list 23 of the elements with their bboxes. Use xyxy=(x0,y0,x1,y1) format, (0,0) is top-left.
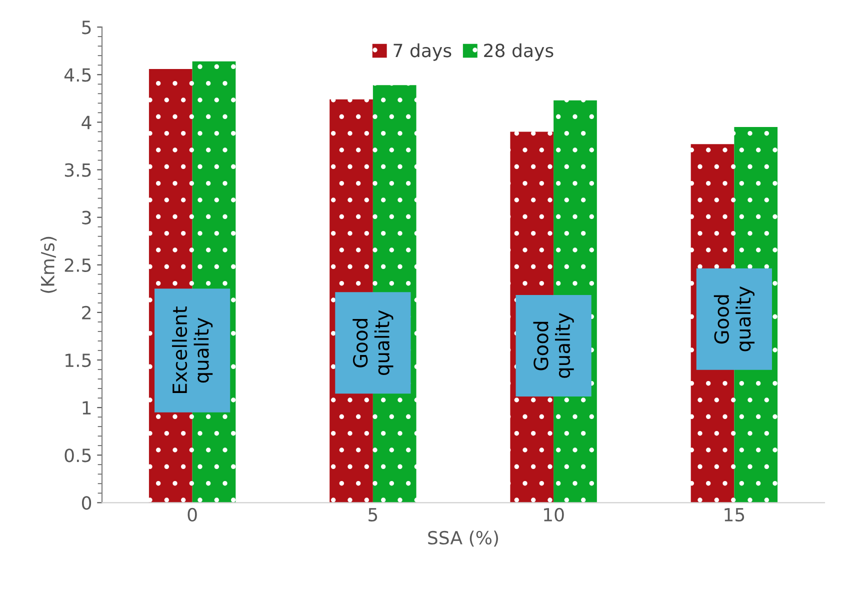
annotation: Good quality xyxy=(533,313,574,378)
y-tick-label: 4 xyxy=(82,116,92,130)
y-axis-title: (Km/s) xyxy=(40,236,57,293)
x-tick-label: 0 xyxy=(188,508,197,522)
legend-label: 7 days xyxy=(394,43,452,61)
y-tick-label: 1.5 xyxy=(66,354,91,368)
y-tick-label: 1 xyxy=(82,401,91,414)
y-tick-label: 0.5 xyxy=(64,448,91,462)
y-tick-label: 3.5 xyxy=(64,163,91,177)
x-tick-label: 15 xyxy=(724,508,744,522)
y-tick-label: 4.5 xyxy=(64,68,91,82)
y-tick-label: 2 xyxy=(82,306,90,320)
legend-label: 28 days xyxy=(484,43,554,61)
annotation: Good quality xyxy=(714,286,754,352)
y-tick-label: 0 xyxy=(82,496,92,510)
x-axis-title: SSA (%) xyxy=(428,530,498,547)
y-tick-label: 3 xyxy=(82,210,91,224)
y-tick-label: 5 xyxy=(82,20,91,34)
x-tick-label: 5 xyxy=(368,508,378,522)
annotation: Good quality xyxy=(352,310,394,376)
y-tick-label: 2.5 xyxy=(64,258,91,272)
annotation: Excellent quality xyxy=(172,306,213,393)
x-tick-label: 10 xyxy=(544,508,564,522)
